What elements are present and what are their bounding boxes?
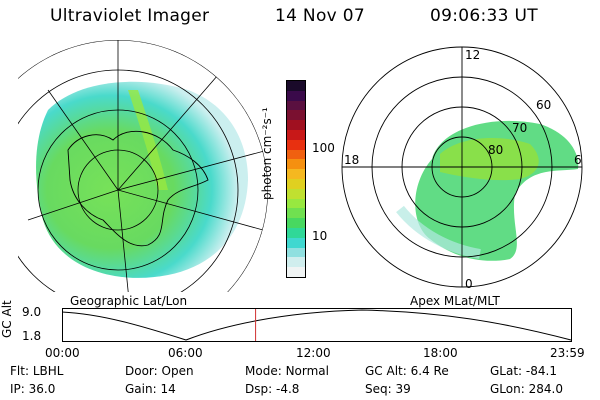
colorbar-band [287,129,305,140]
footer-glon: GLon: 284.0 [490,382,563,396]
mlt-label-18: 18 [344,153,359,167]
geographic-image-panel [18,40,268,292]
mlat-label-60: 60 [536,98,551,112]
timeline-xtick-2359: 23:59 [550,346,585,360]
footer-mode: Mode: Normal [245,364,329,378]
geo-panel-label: Geographic Lat/Lon [70,294,188,308]
footer-flt: Flt: LBHL [10,364,64,378]
colorbar-band [287,178,305,189]
timeline-axis-title: GC Alt [0,300,14,338]
instrument-title: Ultraviolet Imager [50,6,210,26]
colorbar-tick-100: 100 [312,141,335,155]
aurora-emission-geo [36,81,249,278]
colorbar-band [287,188,305,199]
colorbar-band [287,169,305,179]
colorbar-band [287,227,305,238]
footer-dsp: Dsp: -4.8 [245,382,300,396]
colorbar-tick-10: 10 [312,229,328,243]
apex-panel-label: Apex MLat/MLT [410,294,500,308]
mlat-label-70: 70 [512,121,527,135]
altitude-timeline-plot [62,308,572,342]
timeline-ytick-high: 9.0 [22,305,42,319]
colorbar-band [287,218,305,228]
colorbar-band [287,159,305,170]
colorbar-band [287,110,305,121]
footer-gcalt: GC Alt: 6.4 Re [365,364,449,378]
colorbar-unit-label: photon cm⁻²s⁻¹ [260,107,274,200]
colorbar-band [287,247,305,258]
timeline-xtick-1200: 12:00 [296,346,331,360]
apex-polar-panel: 12 18 6 0 60 70 80 [341,46,583,291]
colorbar-band [287,237,305,248]
footer-ip: IP: 36.0 [10,382,56,396]
timeline-ytick-low: 1.8 [22,329,42,343]
footer-door: Door: Open [125,364,194,378]
mlt-label-6: 6 [574,153,582,167]
timeline-xtick-1800: 18:00 [423,346,458,360]
colorbar-band [287,90,305,101]
colorbar-band [287,139,305,150]
colorbar-band [287,120,305,130]
mlt-label-0: 0 [465,277,473,291]
colorbar [286,80,306,278]
footer-seq: Seq: 39 [365,382,411,396]
mlat-label-80: 80 [488,143,503,157]
colorbar-band [287,149,305,160]
timeline-xtick-0000: 00:00 [45,346,80,360]
colorbar-band [287,208,305,219]
colorbar-band [287,267,305,277]
footer-gain: Gain: 14 [125,382,176,396]
colorbar-band [287,81,305,91]
date-label: 14 Nov 07 [275,6,365,26]
colorbar-band [287,100,305,111]
footer-glat: GLat: -84.1 [490,364,557,378]
time-label: 09:06:33 UT [430,6,538,26]
colorbar-band [287,257,305,268]
mlt-label-12: 12 [465,48,480,62]
timeline-xtick-0600: 06:00 [168,346,203,360]
colorbar-band [287,198,305,209]
